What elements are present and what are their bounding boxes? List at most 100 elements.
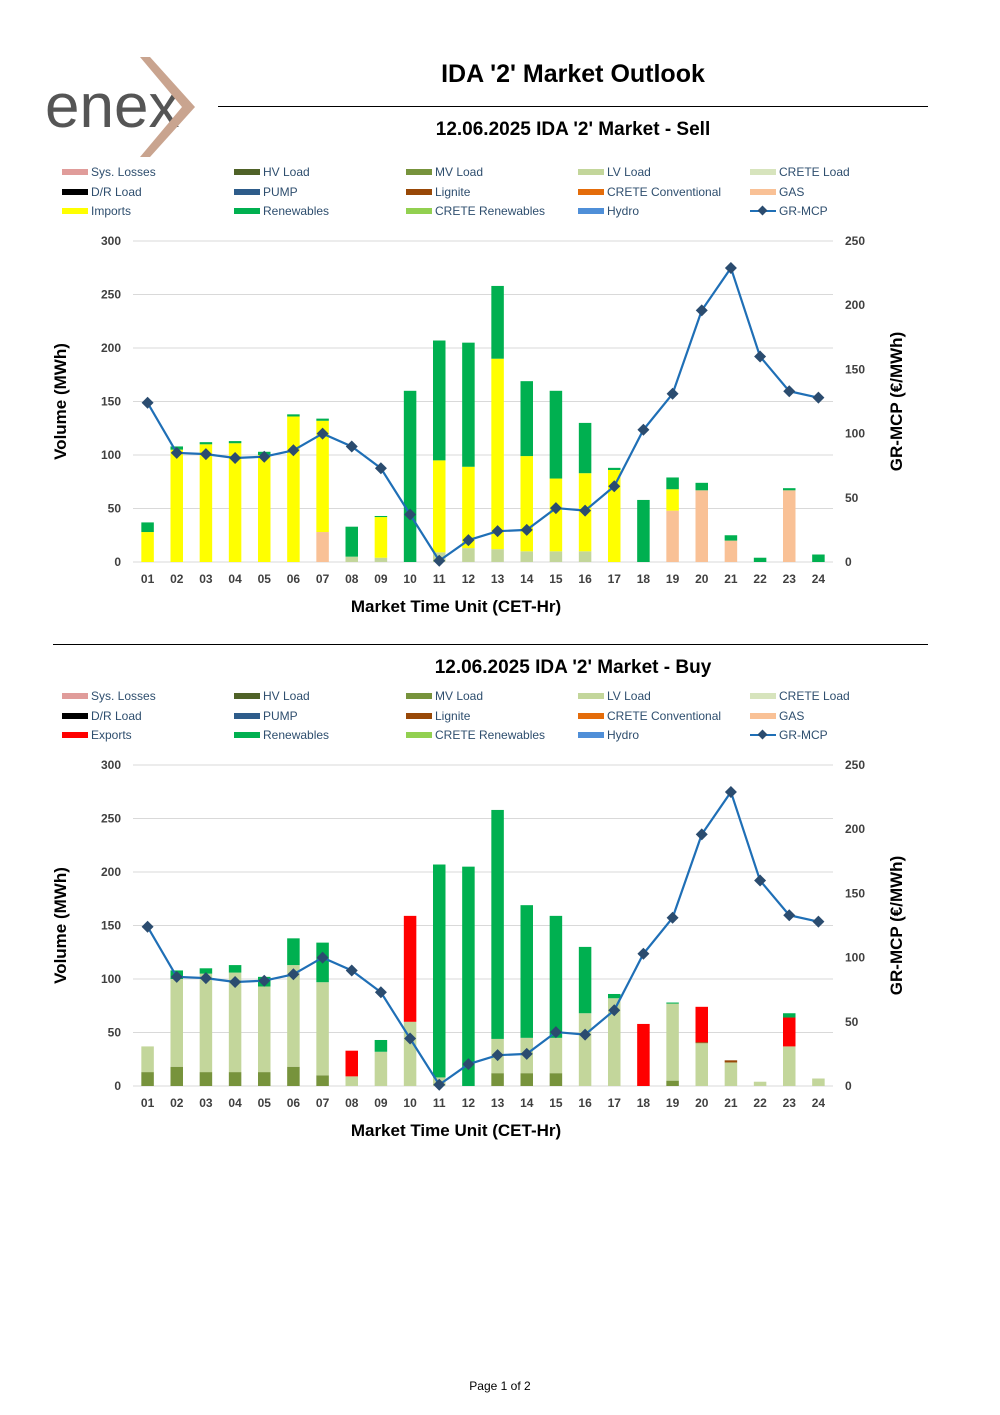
x-tick-label: 21 bbox=[724, 1096, 738, 1110]
x-tick-label: 17 bbox=[608, 572, 622, 586]
legend-swatch bbox=[406, 188, 432, 195]
bar-lv-load bbox=[287, 965, 300, 1067]
bar-renewables bbox=[520, 905, 533, 1038]
legend-label: CRETE Renewables bbox=[435, 204, 546, 218]
gr-mcp-point bbox=[287, 444, 300, 457]
bar-renewables bbox=[549, 390, 563, 479]
bar-renewables bbox=[199, 442, 213, 445]
bar-renewables bbox=[578, 422, 592, 474]
gr-mcp-point bbox=[783, 385, 796, 398]
bar-imports bbox=[228, 443, 242, 562]
y-tick-label: 200 bbox=[101, 865, 121, 879]
x-tick-label: 20 bbox=[695, 1096, 709, 1110]
x-tick-label: 18 bbox=[637, 572, 651, 586]
bar-renewables bbox=[287, 938, 300, 966]
page-title: IDA '2' Market Outlook bbox=[441, 60, 705, 88]
buy-chart-title: 12.06.2025 IDA '2' Market - Buy bbox=[434, 657, 712, 678]
gr-mcp-point bbox=[199, 448, 212, 461]
bar-lv-load bbox=[695, 1043, 708, 1086]
gr-mcp-point bbox=[812, 391, 825, 404]
bar-exports bbox=[783, 1017, 796, 1047]
y2-tick-label: 250 bbox=[845, 234, 865, 248]
sell-chart-title: 12.06.2025 IDA '2' Market - Sell bbox=[435, 119, 711, 140]
gr-mcp-point bbox=[695, 304, 708, 317]
y2-tick-label: 0 bbox=[845, 555, 852, 569]
legend-swatch bbox=[62, 732, 88, 738]
bar-renewables bbox=[666, 1002, 679, 1004]
x-tick-label: 02 bbox=[170, 572, 184, 586]
x-tick-label: 14 bbox=[520, 1096, 534, 1110]
legend-swatch bbox=[578, 693, 604, 699]
x-tick-label: 16 bbox=[578, 572, 592, 586]
bar-renewables bbox=[433, 340, 446, 461]
bar-lv-load bbox=[345, 1076, 358, 1086]
gr-mcp-point bbox=[141, 920, 154, 933]
gr-mcp-point bbox=[754, 874, 767, 887]
bar-mv-load bbox=[287, 1066, 300, 1086]
bar-mv-load bbox=[520, 1073, 533, 1086]
y2-tick-label: 50 bbox=[845, 491, 859, 505]
y2-tick-label: 0 bbox=[845, 1079, 852, 1093]
legend-swatch bbox=[234, 732, 260, 738]
y-axis-title: Volume (MWh) bbox=[51, 867, 70, 984]
legend-label: D/R Load bbox=[91, 184, 142, 199]
bar-lv-load bbox=[462, 548, 475, 562]
x-tick-label: 17 bbox=[608, 1096, 622, 1110]
y-tick-label: 0 bbox=[114, 555, 121, 569]
legend-label: Renewables bbox=[263, 728, 330, 742]
bar-mv-load bbox=[666, 1080, 679, 1086]
bar-renewables bbox=[491, 809, 504, 1039]
x-tick-label: 12 bbox=[462, 572, 476, 586]
legend-label: CRETE Conventional bbox=[607, 184, 722, 199]
bar-renewables bbox=[753, 557, 767, 562]
gr-mcp-point bbox=[549, 502, 562, 515]
legend-label: Lignite bbox=[435, 708, 471, 723]
legend-label: CRETE Conventional bbox=[607, 708, 722, 723]
x-tick-label: 09 bbox=[374, 572, 388, 586]
x-tick-label: 05 bbox=[258, 1096, 272, 1110]
legend-label: Renewables bbox=[263, 204, 330, 218]
x-tick-label: 23 bbox=[783, 1096, 797, 1110]
x-tick-label: 22 bbox=[753, 1096, 767, 1110]
y2-tick-label: 250 bbox=[845, 758, 865, 772]
gr-mcp-point bbox=[491, 525, 504, 538]
bar-lv-load bbox=[753, 1081, 767, 1086]
x-tick-label: 10 bbox=[403, 1096, 417, 1110]
gr-mcp-line bbox=[146, 789, 819, 1087]
bar-renewables bbox=[578, 946, 592, 1014]
legend-label: D/R Load bbox=[91, 708, 142, 723]
bar-renewables bbox=[695, 482, 708, 491]
legend-label: HV Load bbox=[263, 165, 310, 179]
page-number: Page 1 of 2 bbox=[469, 1379, 531, 1393]
x-tick-label: 11 bbox=[433, 572, 446, 586]
gr-mcp-point bbox=[462, 534, 475, 547]
gr-mcp-point bbox=[462, 1058, 475, 1071]
bar-gas bbox=[666, 510, 679, 562]
bar-lv-load bbox=[345, 556, 358, 562]
bar-imports bbox=[433, 460, 446, 553]
gr-mcp-point bbox=[316, 427, 329, 440]
y-axis-title: Volume (MWh) bbox=[51, 343, 70, 460]
bar-lv-load bbox=[783, 1046, 796, 1086]
gr-mcp-point bbox=[199, 972, 212, 985]
x-tick-label: 14 bbox=[520, 572, 534, 586]
bar-exports bbox=[403, 915, 417, 1022]
bar-imports bbox=[258, 455, 271, 562]
bar-renewables bbox=[345, 526, 358, 557]
bar-renewables bbox=[199, 968, 213, 974]
x-tick-label: 06 bbox=[287, 1096, 301, 1110]
legend-label: GR-MCP bbox=[779, 728, 828, 742]
bar-imports bbox=[462, 466, 475, 549]
bar-mv-load bbox=[549, 1073, 563, 1086]
y-tick-label: 0 bbox=[114, 1079, 121, 1093]
legend-swatch bbox=[62, 208, 88, 214]
legend-swatch bbox=[578, 712, 604, 719]
gr-mcp-point bbox=[258, 450, 271, 463]
legend-swatch bbox=[62, 169, 88, 175]
y2-tick-label: 100 bbox=[845, 951, 865, 965]
gr-mcp-point bbox=[345, 440, 358, 453]
x-tick-label: 24 bbox=[812, 1096, 826, 1110]
legend-swatch bbox=[750, 712, 776, 719]
gr-mcp-point bbox=[724, 785, 737, 798]
legend-swatch bbox=[62, 712, 88, 719]
